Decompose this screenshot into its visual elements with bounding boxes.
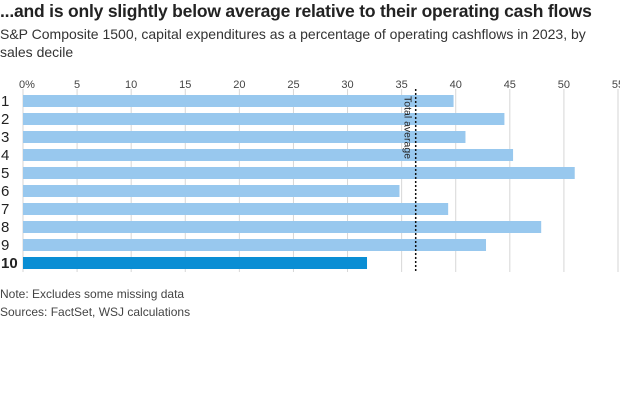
bar — [23, 185, 400, 197]
bar — [23, 221, 542, 233]
x-tick-label: 15 — [179, 79, 191, 91]
bar — [23, 167, 575, 179]
chart-note: Note: Excludes some missing data — [0, 287, 185, 301]
bar — [23, 239, 487, 251]
chart-title: ...and is only slightly below average re… — [0, 1, 592, 21]
bar — [23, 203, 449, 215]
x-tick-label: 45 — [504, 79, 516, 91]
category-label: 1 — [1, 93, 9, 110]
bars — [23, 95, 575, 269]
x-tick-label: 0% — [19, 79, 35, 91]
category-label: 5 — [1, 165, 9, 182]
bar — [23, 95, 454, 107]
x-tick-label: 30 — [341, 79, 353, 91]
x-tick-label: 10 — [125, 79, 137, 91]
x-tick-label: 20 — [233, 79, 245, 91]
category-label: 9 — [1, 237, 9, 254]
bar — [23, 149, 514, 161]
x-tick-label: 40 — [450, 79, 462, 91]
bar — [23, 257, 368, 269]
x-axis-ticks: 0% 5 10 15 20 25 30 35 40 45 50 55 — [19, 79, 620, 91]
category-label: 10 — [1, 255, 18, 272]
chart-subtitle: S&P Composite 1500, capital expenditures… — [0, 26, 586, 60]
x-tick-label: 50 — [558, 79, 570, 91]
bar — [23, 113, 505, 125]
category-label: 8 — [1, 219, 9, 236]
category-label: 4 — [1, 147, 9, 164]
category-label: 6 — [1, 183, 9, 200]
chart-source: Sources: FactSet, WSJ calculations — [0, 305, 191, 319]
x-tick-label: 25 — [287, 79, 299, 91]
category-label: 3 — [1, 129, 9, 146]
average-label: Total average — [402, 96, 414, 159]
x-tick-label: 35 — [396, 79, 408, 91]
category-label: 2 — [1, 111, 9, 128]
x-tick-label: 55 — [612, 79, 620, 91]
x-tick-label: 5 — [74, 79, 80, 91]
average-reference: Total average — [402, 89, 417, 272]
category-label: 7 — [1, 201, 9, 218]
bar — [23, 131, 466, 143]
